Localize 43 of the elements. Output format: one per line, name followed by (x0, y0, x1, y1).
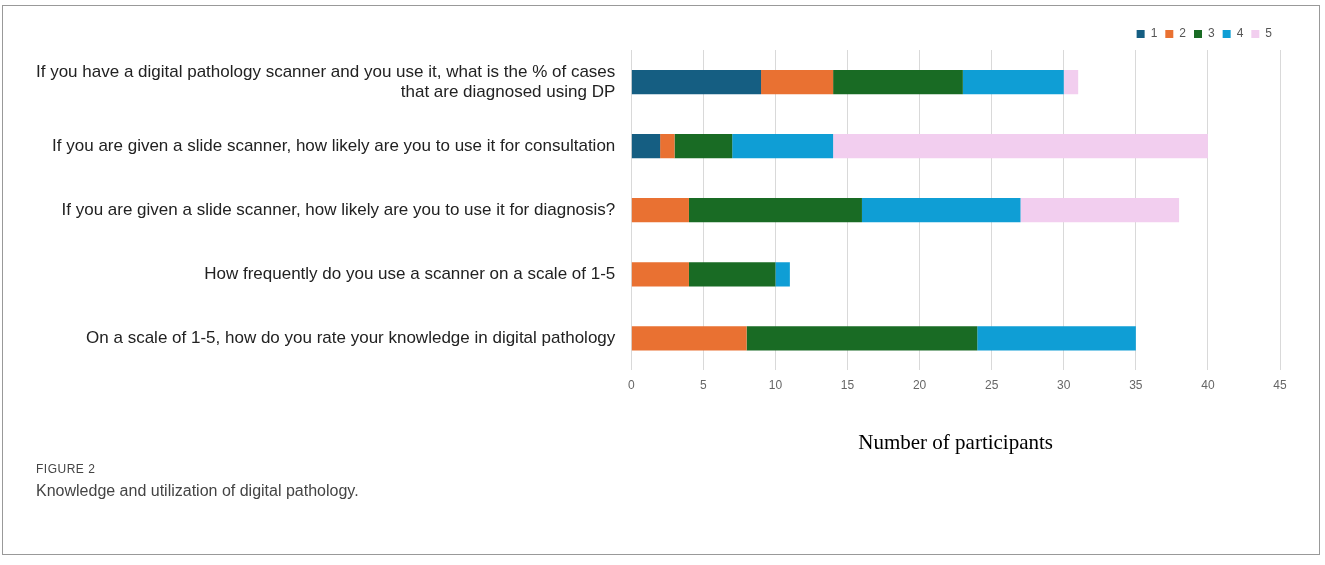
bar (761, 69, 834, 95)
x-tick-label: 40 (1201, 377, 1215, 392)
bar (977, 326, 1136, 351)
bar (1020, 198, 1180, 223)
bar (746, 326, 978, 351)
bar (674, 134, 733, 159)
x-tick-label: 5 (700, 377, 708, 392)
legend-label: 1 (1150, 26, 1158, 41)
bar (775, 262, 790, 287)
bar (631, 134, 661, 159)
caption: FIGURE 2 (36, 462, 97, 476)
bar (861, 198, 1021, 223)
x-tick-label: 30 (1057, 377, 1071, 392)
bar (631, 69, 762, 95)
x-tick-label: 35 (1129, 377, 1143, 392)
bar (660, 134, 675, 159)
bar (688, 262, 776, 287)
text: Knowledge and utilization of digital pathology. (36, 482, 359, 500)
bar (688, 198, 862, 223)
bar (631, 198, 689, 223)
y-tick-label: How frequently do you use a scanner on a scale of 1-5 (204, 263, 616, 283)
y-tick-label: On a scale of 1-5, how do you rate your knowledge in digital pathology (86, 328, 616, 348)
bar (1063, 69, 1079, 95)
bar (833, 69, 963, 95)
x-tick-label: 20 (912, 377, 927, 392)
bar (962, 69, 1064, 95)
legend-label: 2 (1179, 26, 1187, 41)
x-tick-label: 25 (985, 377, 999, 392)
legend-label: 5 (1265, 26, 1273, 41)
bar (631, 326, 747, 351)
y-tick-label: If you are given a slide scanner, how likely are you to use it for diagnosis? (61, 199, 616, 219)
x-tick-label: 0 (627, 377, 635, 392)
legend-label: 3 (1207, 26, 1215, 41)
bar (631, 262, 689, 287)
y-tick-label: If you are given a slide scanner, how likely are you to use it for consultation (52, 135, 616, 155)
y-tick-label: If you have a digital pathology scanner and you use it, what is the % of cases that are diagnosed using DP (36, 61, 616, 101)
legend-label: 4 (1236, 26, 1244, 41)
bar (833, 134, 1208, 159)
bar (732, 134, 834, 159)
x-tick-label: 10 (768, 377, 783, 392)
x-axis-title: Number of participants (858, 429, 1054, 454)
x-tick-label: 15 (840, 377, 855, 392)
x-tick-label: 45 (1273, 377, 1287, 392)
